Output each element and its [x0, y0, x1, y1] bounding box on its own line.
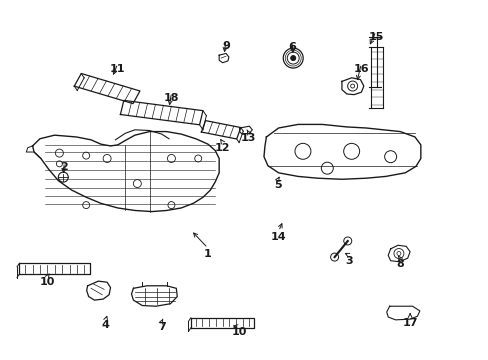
- Text: 10: 10: [231, 327, 247, 337]
- Text: 6: 6: [288, 42, 296, 52]
- Text: 17: 17: [402, 318, 417, 328]
- Text: 7: 7: [158, 322, 165, 332]
- Circle shape: [290, 55, 295, 60]
- Text: 5: 5: [273, 180, 281, 190]
- Text: 12: 12: [214, 143, 230, 153]
- Text: 18: 18: [163, 93, 179, 103]
- Text: 10: 10: [40, 277, 55, 287]
- Text: 9: 9: [222, 41, 229, 50]
- Text: 4: 4: [102, 320, 109, 330]
- Text: 13: 13: [240, 133, 256, 143]
- Text: 15: 15: [367, 32, 383, 41]
- Text: 2: 2: [61, 162, 68, 172]
- Text: 16: 16: [353, 64, 368, 74]
- Text: 8: 8: [396, 259, 404, 269]
- Text: 3: 3: [345, 256, 352, 266]
- Text: 11: 11: [110, 64, 125, 74]
- Text: 1: 1: [203, 248, 211, 258]
- Text: 14: 14: [270, 232, 286, 242]
